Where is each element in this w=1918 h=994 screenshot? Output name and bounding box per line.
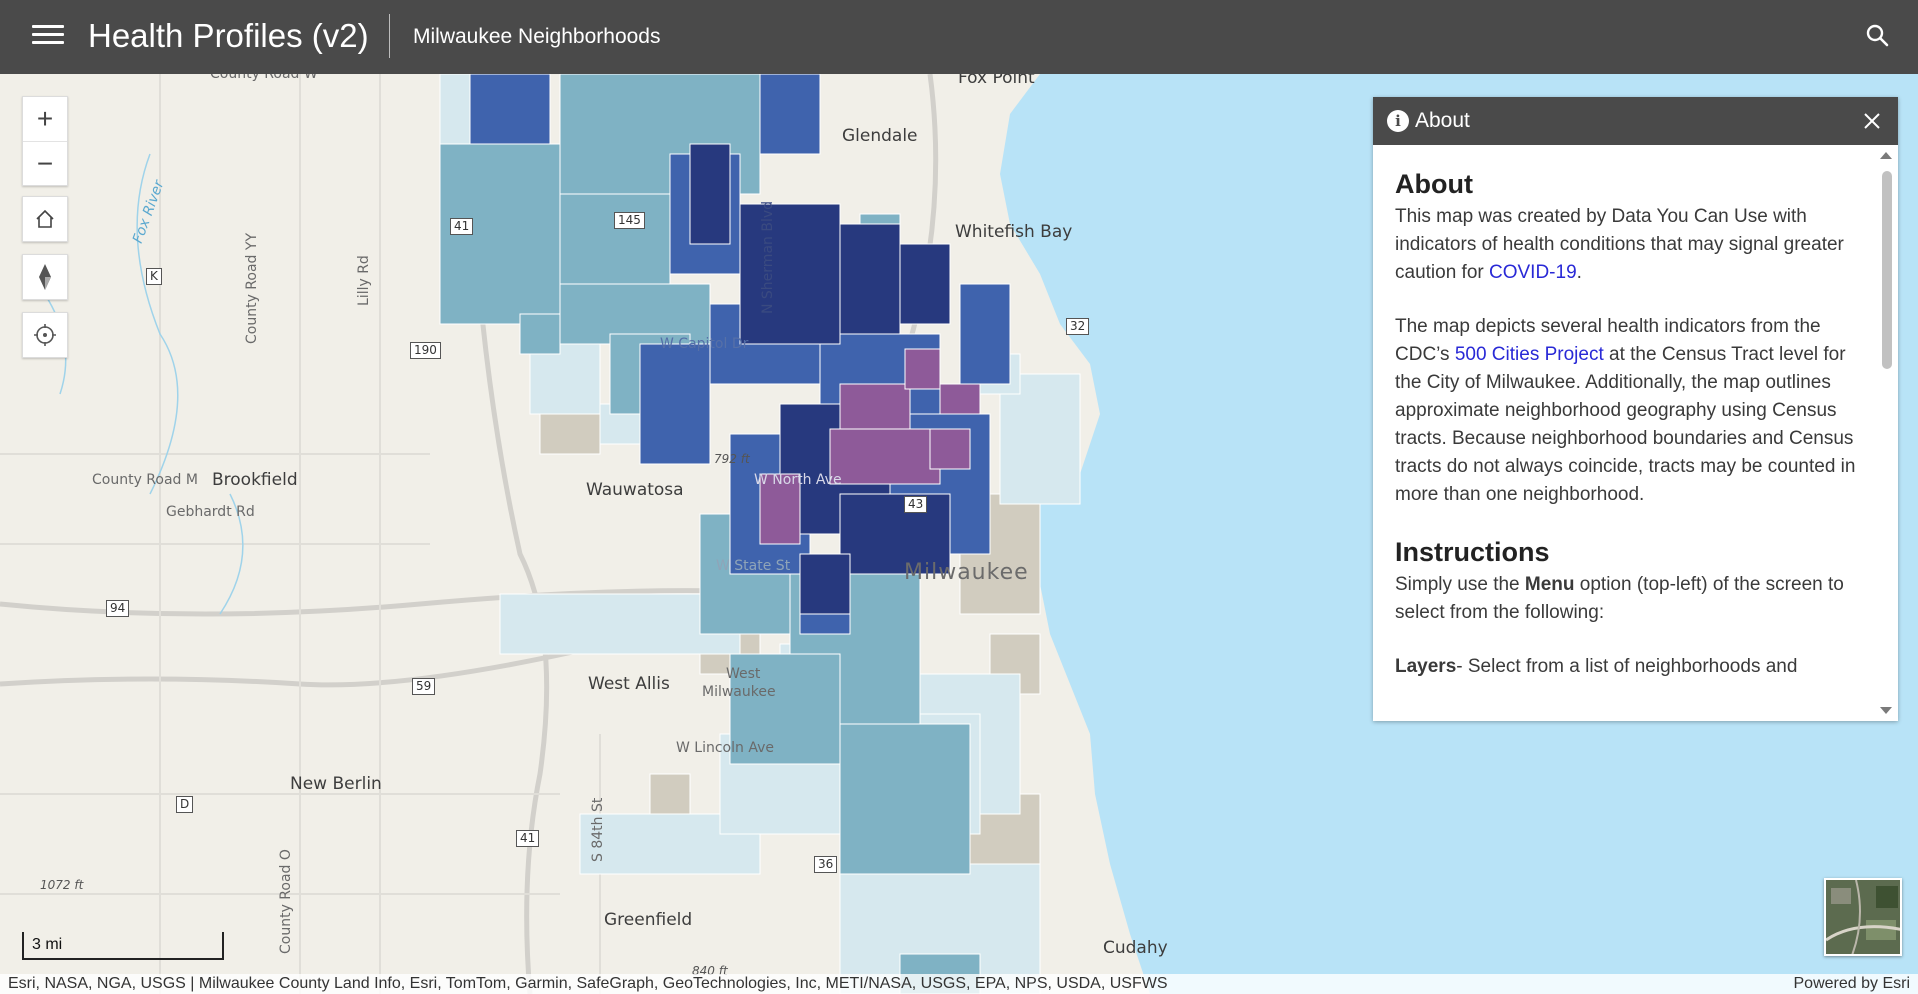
label-county-road-yy: County Road YY xyxy=(244,233,260,344)
label-brookfield: Brookfield xyxy=(212,470,298,490)
shield-i43: 43 xyxy=(904,496,928,513)
locate-button[interactable] xyxy=(23,313,67,357)
label-s-84th-st: S 84th St xyxy=(590,797,606,862)
zoom-out-button[interactable]: − xyxy=(23,141,67,185)
label-county-road-o: County Road O xyxy=(278,849,294,954)
basemap-toggle[interactable] xyxy=(1824,878,1902,956)
label-w-state-st: W State St xyxy=(716,558,791,574)
attribution-bar: Esri, NASA, NGA, USGS | Milwaukee County… xyxy=(0,974,1918,994)
instructions-paragraph: Simply use the Menu option (top-left) of… xyxy=(1395,574,1844,623)
shield-145: 145 xyxy=(614,212,645,229)
powered-by[interactable]: Powered by Esri xyxy=(1793,975,1911,992)
scale-label: 3 mi xyxy=(32,936,63,953)
menu-icon xyxy=(32,25,64,28)
shield-190: 190 xyxy=(410,342,441,359)
about-heading: About xyxy=(1395,169,1473,199)
label-whitefish-bay: Whitefish Bay xyxy=(955,222,1073,242)
label-gebhardt-rd: Gebhardt Rd xyxy=(166,504,255,520)
label-west-allis: West Allis xyxy=(588,674,670,694)
compass-button[interactable] xyxy=(23,255,67,299)
home-icon xyxy=(36,209,54,228)
compass-icon xyxy=(39,264,51,290)
about-header: i About xyxy=(1373,97,1898,145)
shield-i41-north: 41 xyxy=(450,218,474,235)
close-icon xyxy=(1864,113,1880,129)
imagery-thumbnail xyxy=(1826,880,1900,954)
about-header-title: About xyxy=(1415,109,1470,132)
label-n-sherman-blvd: N Sherman Blvd xyxy=(760,200,776,314)
about-paragraph-1: This map was created by Data You Can Use… xyxy=(1395,206,1844,283)
label-greenfield: Greenfield xyxy=(604,910,693,930)
shield-59: 59 xyxy=(412,678,436,695)
home-button[interactable] xyxy=(23,197,67,241)
search-button[interactable] xyxy=(1862,20,1894,52)
about-panel: i About About This map was created by Da… xyxy=(1373,97,1898,721)
label-milwaukee: Milwaukee xyxy=(904,560,1029,585)
shield-k: K xyxy=(146,268,162,285)
home-control xyxy=(22,196,68,242)
layers-paragraph: Layers- Select from a list of neighborho… xyxy=(1395,656,1798,677)
shield-d: D xyxy=(176,796,194,813)
label-w-capitol-dr: W Capitol Dr xyxy=(660,336,749,352)
about-scrollbar[interactable] xyxy=(1878,149,1894,717)
about-content[interactable]: About This map was created by Data You C… xyxy=(1373,145,1878,721)
label-west-milwaukee-2: Milwaukee xyxy=(702,684,776,700)
shield-32: 32 xyxy=(1066,318,1090,335)
zoom-controls: + − xyxy=(22,96,68,186)
locate-control xyxy=(22,312,68,358)
label-w-north-ave: W North Ave xyxy=(754,472,842,488)
label-cudahy: Cudahy xyxy=(1103,938,1168,958)
label-elev-1072: 1072 ft xyxy=(40,878,84,892)
search-icon xyxy=(1866,24,1889,47)
label-county-road-m: County Road M xyxy=(92,472,198,488)
shield-36: 36 xyxy=(814,856,838,873)
label-fox-point: Fox Point xyxy=(958,74,1035,88)
label-lilly-rd: Lilly Rd xyxy=(356,255,372,306)
info-icon: i xyxy=(1387,110,1409,132)
app-title: Health Profiles (v2) xyxy=(88,17,369,54)
label-glendale: Glendale xyxy=(842,126,918,146)
about-paragraph-2: The map depicts several health indicator… xyxy=(1395,316,1856,505)
label-county-road-w: County Road W xyxy=(210,74,318,82)
title-divider xyxy=(389,14,390,58)
menu-button[interactable] xyxy=(28,20,68,54)
shield-i41-south: 41 xyxy=(516,830,540,847)
covid-19-link[interactable]: COVID-19 xyxy=(1489,262,1577,283)
scroll-down-icon[interactable] xyxy=(1878,705,1894,717)
compass-control xyxy=(22,254,68,300)
zoom-in-button[interactable]: + xyxy=(23,97,67,141)
minus-icon: − xyxy=(36,147,54,179)
app-header: Health Profiles (v2) Milwaukee Neighborh… xyxy=(0,0,1918,74)
label-new-berlin: New Berlin xyxy=(290,774,382,794)
app-subtitle: Milwaukee Neighborhoods xyxy=(413,25,661,48)
plus-icon: + xyxy=(36,103,54,134)
attribution-text: Esri, NASA, NGA, USGS | Milwaukee County… xyxy=(8,975,1168,992)
close-button[interactable] xyxy=(1858,107,1886,135)
label-west-milwaukee-1: West xyxy=(726,666,761,682)
label-elev-792: 792 ft xyxy=(714,452,750,466)
scroll-up-icon[interactable] xyxy=(1878,149,1894,161)
shield-i94: 94 xyxy=(106,600,130,617)
500-cities-link[interactable]: 500 Cities Project xyxy=(1454,344,1604,365)
instructions-heading: Instructions xyxy=(1395,537,1550,567)
scale-bar: 3 mi xyxy=(22,932,224,960)
crosshair-icon xyxy=(34,324,56,346)
label-wauwatosa: Wauwatosa xyxy=(586,480,684,500)
scroll-thumb[interactable] xyxy=(1882,171,1892,369)
label-w-lincoln-ave: W Lincoln Ave xyxy=(676,740,774,756)
